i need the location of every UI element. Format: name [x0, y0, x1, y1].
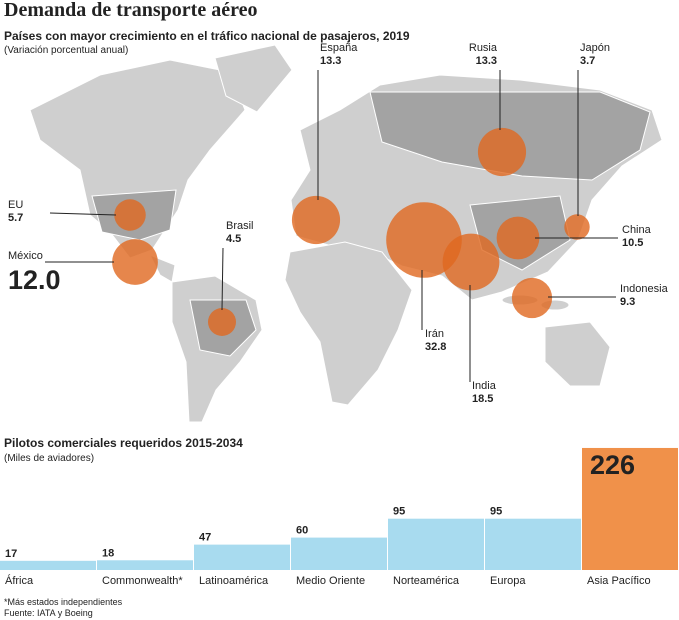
bar	[97, 560, 193, 570]
value-label: 60	[296, 525, 308, 537]
value-label: 12.0	[8, 265, 61, 295]
page-title: Demanda de transporte aéreo	[4, 0, 257, 21]
country-label: Irán	[425, 328, 444, 340]
value-label: 5.7	[8, 212, 23, 224]
bubble	[442, 233, 500, 291]
bubble	[207, 307, 237, 337]
country-label: China	[622, 224, 652, 236]
bubble	[112, 239, 158, 285]
land	[214, 44, 293, 113]
value-label: 18	[102, 547, 114, 559]
land	[284, 241, 413, 406]
value-label: 13.3	[320, 55, 341, 67]
country-label: Brasil	[226, 220, 254, 232]
bubble	[291, 195, 341, 245]
value-label: 9.3	[620, 296, 635, 308]
x-tick-label: África	[5, 574, 34, 587]
map-title: Países con mayor crecimiento en el tráfi…	[4, 29, 410, 43]
country-label: Indonesia	[620, 283, 669, 295]
map-subtitle: (Variación porcentual anual)	[4, 45, 128, 56]
x-tick-label: Commonwealth*	[102, 575, 183, 587]
country-label: India	[472, 380, 497, 392]
bubble	[496, 216, 540, 260]
footnote: *Más estados independientes	[4, 597, 123, 607]
country-label: Rusia	[469, 42, 498, 54]
leader-line	[221, 247, 224, 311]
value-label: 47	[199, 532, 211, 544]
value-label: 32.8	[425, 341, 446, 353]
bubble	[477, 127, 527, 177]
country-label: EU	[8, 199, 23, 211]
value-label: 4.5	[226, 233, 241, 245]
value-label: 95	[393, 506, 405, 518]
x-tick-label: Europa	[490, 575, 526, 587]
value-label: 95	[490, 506, 502, 518]
x-tick-label: Asia Pacífico	[587, 575, 651, 587]
bubble	[564, 214, 590, 240]
bar	[0, 560, 96, 570]
bar	[582, 447, 678, 570]
bar	[485, 518, 581, 570]
value-label: 3.7	[580, 55, 595, 67]
source: Fuente: IATA y Boeing	[4, 608, 93, 618]
value-label: 18.5	[472, 393, 493, 405]
bubble	[114, 199, 146, 231]
bar	[194, 544, 290, 570]
x-tick-label: Medio Oriente	[296, 575, 365, 587]
x-tick-label: Norteamérica	[393, 575, 460, 587]
value-label: 13.3	[476, 55, 497, 67]
land	[544, 321, 611, 387]
value-label: 17	[5, 548, 17, 560]
bar	[291, 537, 387, 570]
leader-line	[49, 212, 117, 216]
bubble	[511, 277, 553, 319]
bar-subtitle: (Miles de aviadores)	[4, 453, 94, 464]
bar	[388, 518, 484, 570]
country-label: Japón	[580, 42, 610, 54]
country-label: España	[320, 42, 358, 54]
value-label: 10.5	[622, 237, 643, 249]
country-label: México	[8, 250, 43, 262]
bar-title: Pilotos comerciales requeridos 2015-2034	[4, 436, 243, 450]
x-tick-label: Latinoamérica	[199, 575, 269, 587]
value-label: 226	[590, 450, 635, 480]
